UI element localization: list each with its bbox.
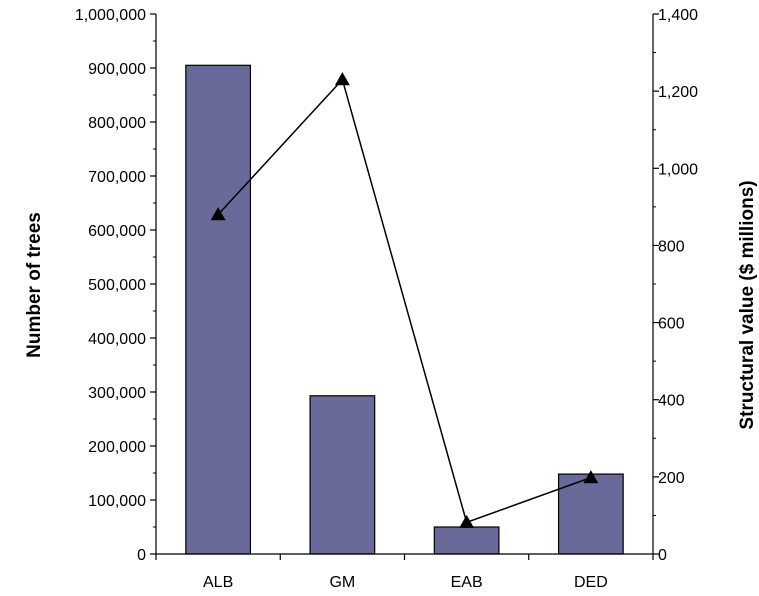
- y-tick-label: 0: [137, 547, 146, 564]
- y-tick-label: 500,000: [88, 277, 146, 294]
- y2-tick-label: 1,000: [658, 161, 698, 178]
- bar-eab: [433, 526, 500, 555]
- y-tick-label: 1,000,000: [75, 7, 146, 24]
- value-marker-eab: [459, 514, 475, 528]
- x-tick-label: DED: [574, 574, 608, 591]
- y2-tick-label: 800: [658, 238, 685, 255]
- value-marker-alb: [210, 207, 226, 221]
- y2-tick-label: 1,400: [658, 7, 698, 24]
- bar-alb: [185, 64, 252, 555]
- y2-tick-label: 200: [658, 470, 685, 487]
- x-tick-label: EAB: [451, 574, 483, 591]
- x-tick-label: GM: [329, 574, 355, 591]
- y2-tick-label: 1,200: [658, 84, 698, 101]
- y2-tick-label: 0: [658, 547, 667, 564]
- bar-gm: [309, 395, 376, 555]
- line-layer: [210, 72, 599, 528]
- bar-ded: [557, 473, 624, 555]
- x-tick-label: ALB: [203, 574, 233, 591]
- y-tick-label: 700,000: [88, 169, 146, 186]
- bars-layer: [185, 64, 624, 555]
- y2-tick-label: 600: [658, 316, 685, 333]
- y2-axis-title: Structural value ($ millions): [737, 180, 758, 429]
- y2-tick-label: 400: [658, 393, 685, 410]
- y-tick-label: 300,000: [88, 385, 146, 402]
- value-line: [217, 78, 592, 524]
- y-tick-label: 900,000: [88, 61, 146, 78]
- y-tick-label: 400,000: [88, 331, 146, 348]
- axes-layer: 0 100,000 200,000 300,000 400,000 500,000 600,…: [75, 7, 698, 591]
- value-marker-ded: [583, 470, 599, 484]
- y-tick-label: 100,000: [88, 493, 146, 510]
- value-marker-gm: [334, 72, 350, 86]
- y-tick-label: 200,000: [88, 439, 146, 456]
- y-tick-label: 800,000: [88, 115, 146, 132]
- y-tick-label: 600,000: [88, 223, 146, 240]
- y-axis-title: Number of trees: [24, 212, 45, 358]
